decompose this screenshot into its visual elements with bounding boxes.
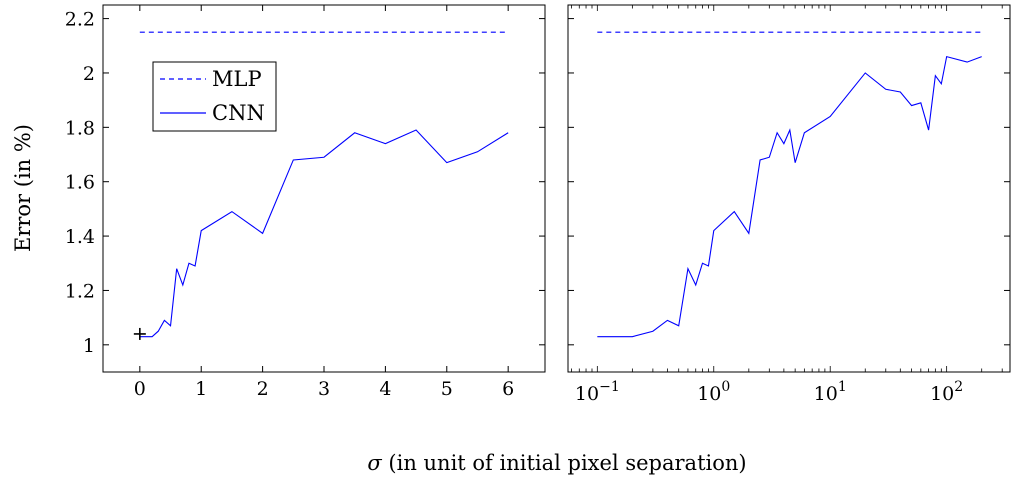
right-x-tick-label: 100 <box>697 379 730 405</box>
left-y-tick-label: 2 <box>83 63 95 85</box>
left-markers <box>133 327 146 340</box>
left-x-tick-label: 5 <box>441 378 453 400</box>
right-series <box>597 31 982 338</box>
left-series-cnn-line <box>139 129 509 338</box>
left-y-tick-label: 1.4 <box>65 226 95 248</box>
left-plus-marker <box>133 327 146 340</box>
y-axis-label: Error (in %) <box>11 124 35 252</box>
left-y-tick-label: 2.2 <box>65 9 95 31</box>
right-ticks: 10−1 100 101 102 <box>568 5 1010 405</box>
left-series <box>139 31 509 338</box>
left-y-tick-label: 1.2 <box>65 280 95 302</box>
left-panel: 0 1 2 3 4 5 6 1 1.2 1.4 1.6 1.8 2 2.2 MLP CNN Error (… <box>11 4 546 400</box>
left-plot-frame <box>102 4 546 373</box>
right-plot-frame <box>567 4 1011 373</box>
legend-cnn-label: CNN <box>212 101 265 125</box>
right-x-tick-label: 102 <box>930 379 963 405</box>
left-y-tick-label: 1.8 <box>65 117 95 139</box>
left-x-tick-label: 4 <box>379 378 391 400</box>
right-panel: 10−1 100 101 102 <box>567 4 1011 405</box>
legend-mlp-label: MLP <box>212 67 262 91</box>
left-x-tick-label: 6 <box>502 378 514 400</box>
left-x-tick-label: 0 <box>134 378 146 400</box>
left-y-tick-label: 1.6 <box>65 172 95 194</box>
legend-box <box>152 61 277 132</box>
right-series-cnn-line <box>597 55 982 338</box>
legend: MLP CNN <box>152 61 277 132</box>
left-x-tick-label: 3 <box>318 378 330 400</box>
left-x-tick-label: 2 <box>257 378 269 400</box>
x-axis-label-text: (in unit of initial pixel separation) <box>382 451 747 475</box>
right-x-tick-label: 101 <box>814 379 847 405</box>
x-axis-label: σ (in unit of initial pixel separation) <box>367 451 746 475</box>
x-axis-label-symbol: σ <box>367 451 382 475</box>
left-y-tick-label: 1 <box>83 335 95 357</box>
left-x-tick-label: 1 <box>195 378 207 400</box>
right-x-tick-label: 10−1 <box>575 379 620 405</box>
left-ticks: 0 1 2 3 4 5 6 1 1.2 1.4 1.6 1.8 2 2.2 <box>65 5 545 400</box>
